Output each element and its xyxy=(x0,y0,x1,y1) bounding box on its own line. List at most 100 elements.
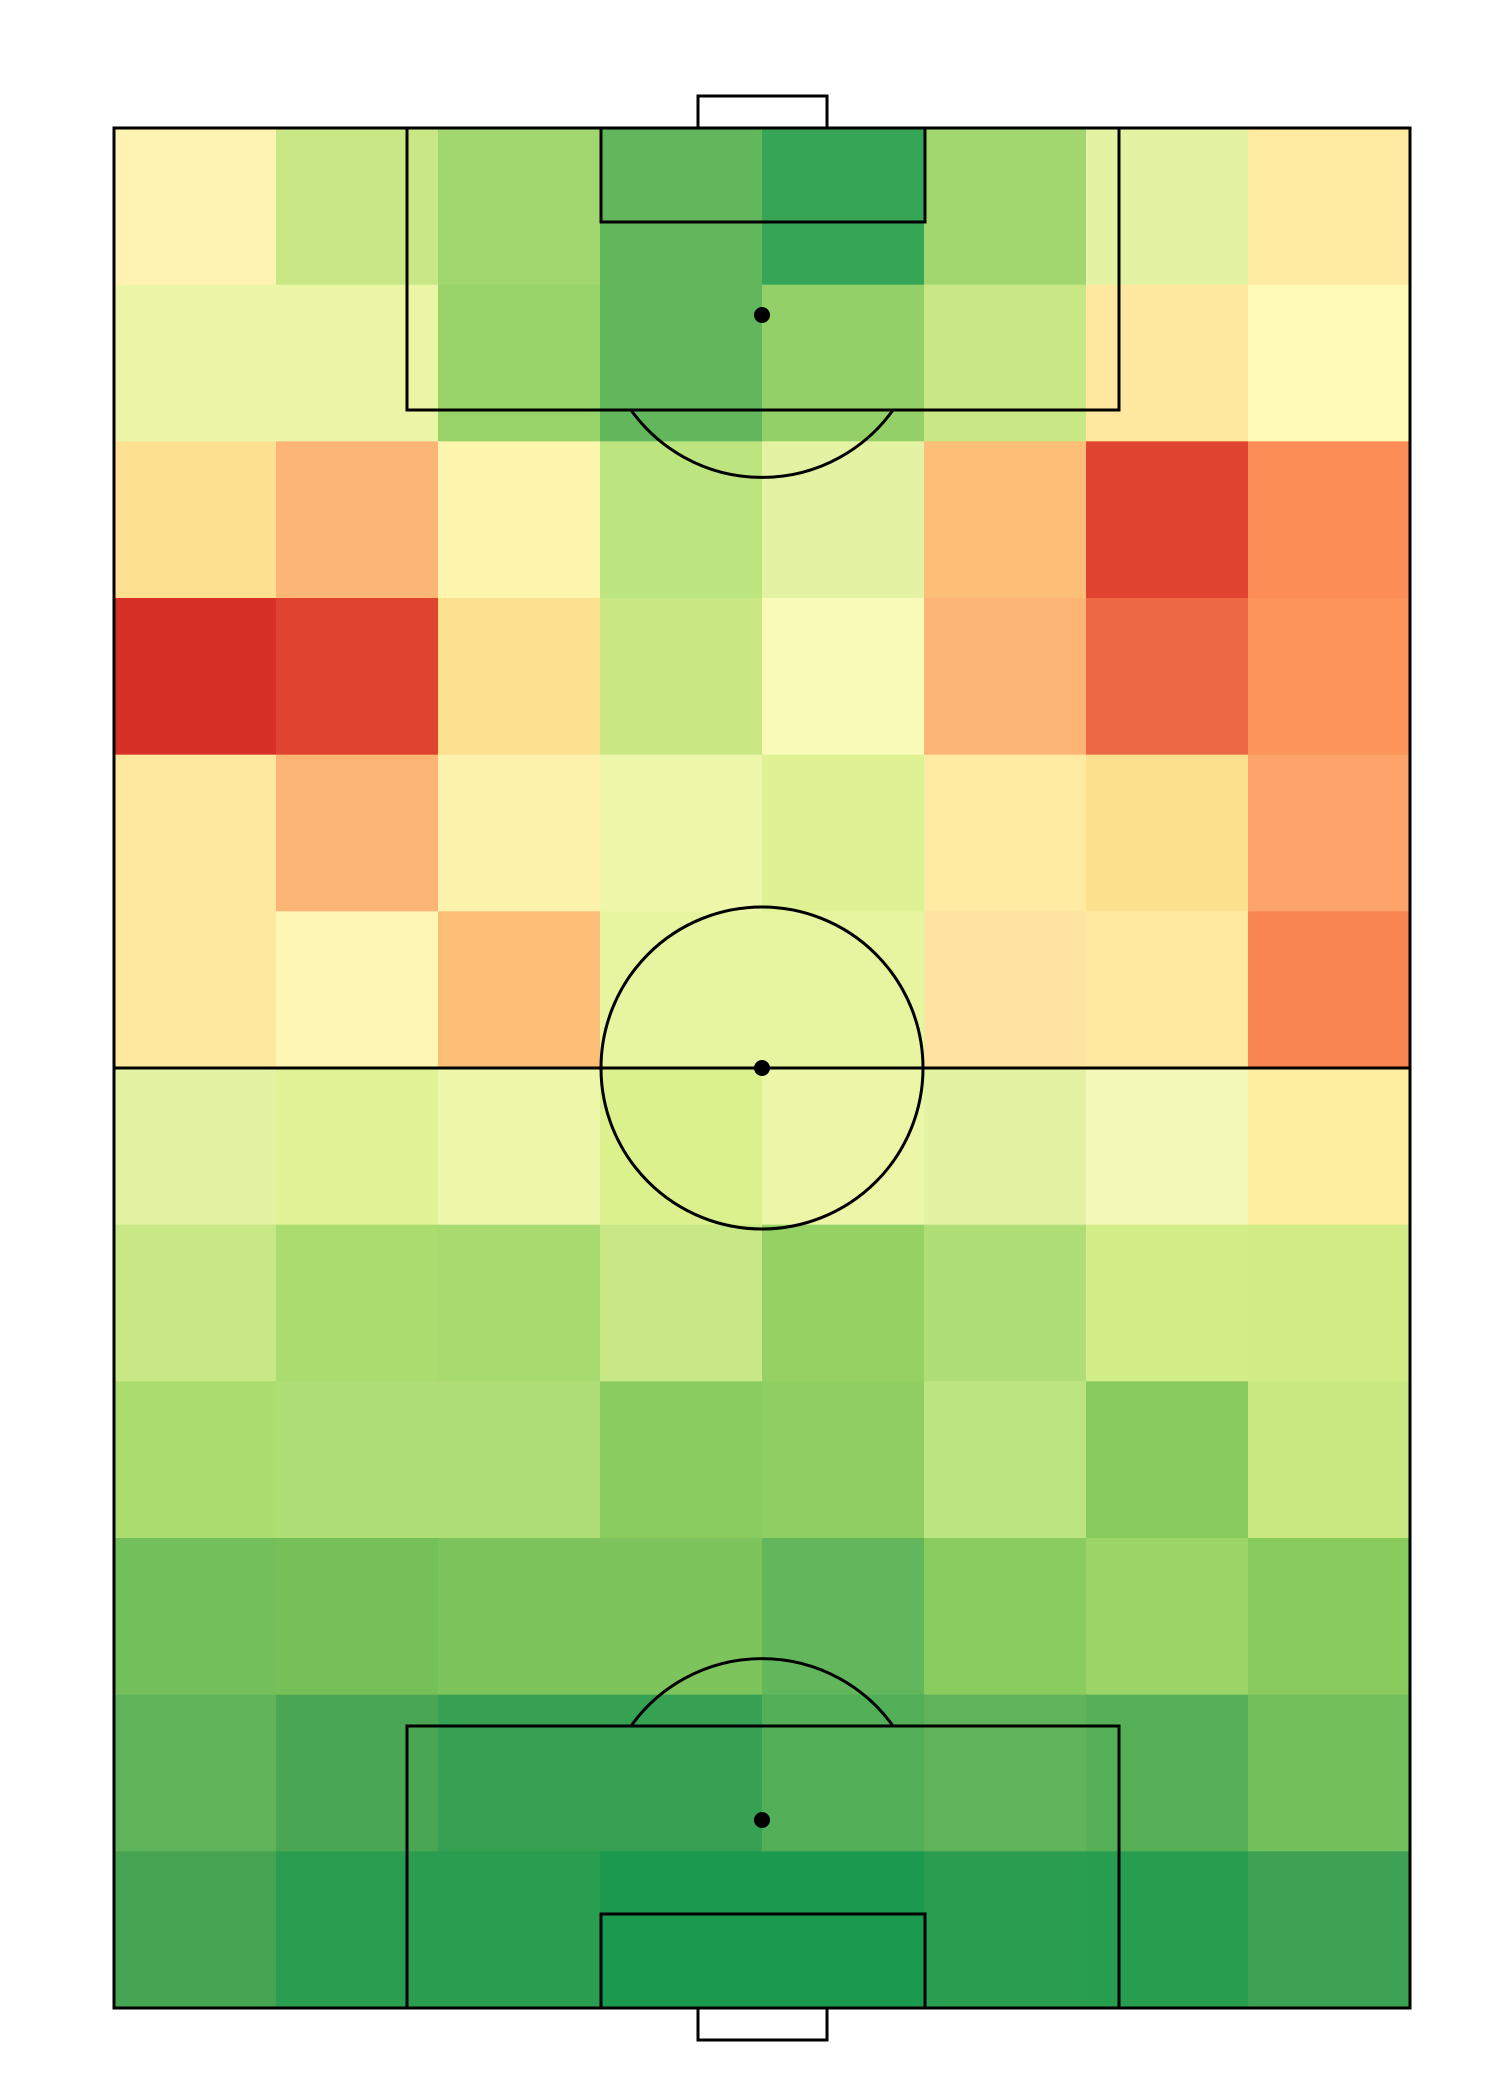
heatmap-cell-r5-c3 xyxy=(600,911,763,1069)
heatmap-cell-r7-c0 xyxy=(114,1224,277,1382)
heatmap-cell-r9-c3 xyxy=(600,1538,763,1696)
heatmap-cells xyxy=(114,128,1411,2009)
heatmap-cell-r10-c3 xyxy=(600,1694,763,1852)
heatmap-cell-r7-c6 xyxy=(1086,1224,1249,1382)
heatmap-cell-r11-c2 xyxy=(438,1851,601,2009)
heatmap-cell-r5-c2 xyxy=(438,911,601,1069)
heatmap-cell-r6-c1 xyxy=(276,1068,439,1226)
heatmap-cell-r4-c4 xyxy=(762,754,925,912)
heatmap-cell-r9-c0 xyxy=(114,1538,277,1696)
heatmap-cell-r2-c4 xyxy=(762,441,925,599)
heatmap-cell-r1-c6 xyxy=(1086,284,1249,442)
heatmap-cell-r3-c7 xyxy=(1248,598,1411,756)
heatmap-cell-r3-c5 xyxy=(924,598,1087,756)
heatmap-cell-r3-c6 xyxy=(1086,598,1249,756)
bottom-penalty-spot xyxy=(754,1812,770,1828)
heatmap-cell-r10-c7 xyxy=(1248,1694,1411,1852)
heatmap-cell-r0-c0 xyxy=(114,128,277,286)
heatmap-cell-r8-c2 xyxy=(438,1381,601,1539)
heatmap-cell-r6-c5 xyxy=(924,1068,1087,1226)
heatmap-cell-r8-c7 xyxy=(1248,1381,1411,1539)
heatmap-cell-r3-c0 xyxy=(114,598,277,756)
heatmap-cell-r6-c2 xyxy=(438,1068,601,1226)
heatmap-cell-r5-c4 xyxy=(762,911,925,1069)
heatmap-cell-r8-c1 xyxy=(276,1381,439,1539)
heatmap-cell-r8-c3 xyxy=(600,1381,763,1539)
heatmap-cell-r0-c1 xyxy=(276,128,439,286)
heatmap-cell-r8-c6 xyxy=(1086,1381,1249,1539)
heatmap-cell-r8-c5 xyxy=(924,1381,1087,1539)
heatmap-cell-r10-c5 xyxy=(924,1694,1087,1852)
top-penalty-arc xyxy=(629,409,895,479)
heatmap-cell-r4-c2 xyxy=(438,754,601,912)
centre-spot xyxy=(754,1060,770,1076)
heatmap-cell-r8-c0 xyxy=(114,1381,277,1539)
heatmap-cell-r4-c5 xyxy=(924,754,1087,912)
heatmap-cell-r11-c3 xyxy=(600,1851,763,2009)
heatmap-cell-r7-c7 xyxy=(1248,1224,1411,1382)
heatmap-cell-r5-c5 xyxy=(924,911,1087,1069)
heatmap-cell-r6-c0 xyxy=(114,1068,277,1226)
top-goal xyxy=(696,94,829,130)
heatmap-cell-r7-c1 xyxy=(276,1224,439,1382)
heatmap-cell-r8-c4 xyxy=(762,1381,925,1539)
heatmap-cell-r0-c6 xyxy=(1086,128,1249,286)
heatmap-cell-r3-c3 xyxy=(600,598,763,756)
heatmap-cell-r5-c7 xyxy=(1248,911,1411,1069)
heatmap-cell-r11-c1 xyxy=(276,1851,439,2009)
heatmap-cell-r10-c4 xyxy=(762,1694,925,1852)
heatmap-cell-r1-c3 xyxy=(600,284,763,442)
heatmap-cell-r5-c6 xyxy=(1086,911,1249,1069)
heatmap-cell-r9-c7 xyxy=(1248,1538,1411,1696)
heatmap-cell-r0-c3 xyxy=(600,128,763,286)
heatmap-cell-r2-c6 xyxy=(1086,441,1249,599)
pitch-markings xyxy=(112,94,1412,2042)
heatmap-cell-r7-c2 xyxy=(438,1224,601,1382)
heatmap-cell-r9-c2 xyxy=(438,1538,601,1696)
heatmap-cell-r9-c5 xyxy=(924,1538,1087,1696)
heatmap-cell-r11-c4 xyxy=(762,1851,925,2009)
heatmap-cell-r11-c5 xyxy=(924,1851,1087,2009)
heatmap-cell-r9-c4 xyxy=(762,1538,925,1696)
heatmap-cell-r2-c3 xyxy=(600,441,763,599)
heatmap-cell-r0-c4 xyxy=(762,128,925,286)
top-penalty-spot xyxy=(754,307,770,323)
heatmap-cell-r6-c7 xyxy=(1248,1068,1411,1226)
heatmap-cell-r7-c4 xyxy=(762,1224,925,1382)
heatmap-cell-r7-c5 xyxy=(924,1224,1087,1382)
heatmap-cell-r6-c3 xyxy=(600,1068,763,1226)
heatmap-cell-r2-c0 xyxy=(114,441,277,599)
heatmap-cell-r2-c5 xyxy=(924,441,1087,599)
heatmap-cell-r3-c4 xyxy=(762,598,925,756)
heatmap-cell-r1-c1 xyxy=(276,284,439,442)
heatmap-cell-r9-c6 xyxy=(1086,1538,1249,1696)
heatmap-cell-r10-c6 xyxy=(1086,1694,1249,1852)
heatmap-cell-r3-c1 xyxy=(276,598,439,756)
bottom-goal xyxy=(696,2006,829,2042)
heatmap-cell-r11-c6 xyxy=(1086,1851,1249,2009)
bottom-penalty-arc xyxy=(629,1657,895,1727)
heatmap-cell-r10-c0 xyxy=(114,1694,277,1852)
heatmap-cell-r4-c3 xyxy=(600,754,763,912)
heatmap-cell-r10-c2 xyxy=(438,1694,601,1852)
heatmap-cell-r0-c5 xyxy=(924,128,1087,286)
heatmap-cell-r9-c1 xyxy=(276,1538,439,1696)
heatmap-cell-r6-c4 xyxy=(762,1068,925,1226)
heatmap-cell-r6-c6 xyxy=(1086,1068,1249,1226)
heatmap-cell-r4-c6 xyxy=(1086,754,1249,912)
heatmap-cell-r4-c7 xyxy=(1248,754,1411,912)
heatmap-cell-r1-c4 xyxy=(762,284,925,442)
heatmap-cell-r5-c0 xyxy=(114,911,277,1069)
heatmap-cell-r1-c2 xyxy=(438,284,601,442)
heatmap-cell-r10-c1 xyxy=(276,1694,439,1852)
heatmap-cell-r2-c7 xyxy=(1248,441,1411,599)
heatmap-cell-r2-c1 xyxy=(276,441,439,599)
heatmap-cell-r1-c5 xyxy=(924,284,1087,442)
heatmap-cell-r4-c1 xyxy=(276,754,439,912)
heatmap-cell-r1-c7 xyxy=(1248,284,1411,442)
heatmap-cell-r7-c3 xyxy=(600,1224,763,1382)
heatmap-cell-r11-c0 xyxy=(114,1851,277,2009)
heatmap-cell-r5-c1 xyxy=(276,911,439,1069)
centre-circle xyxy=(599,905,925,1231)
